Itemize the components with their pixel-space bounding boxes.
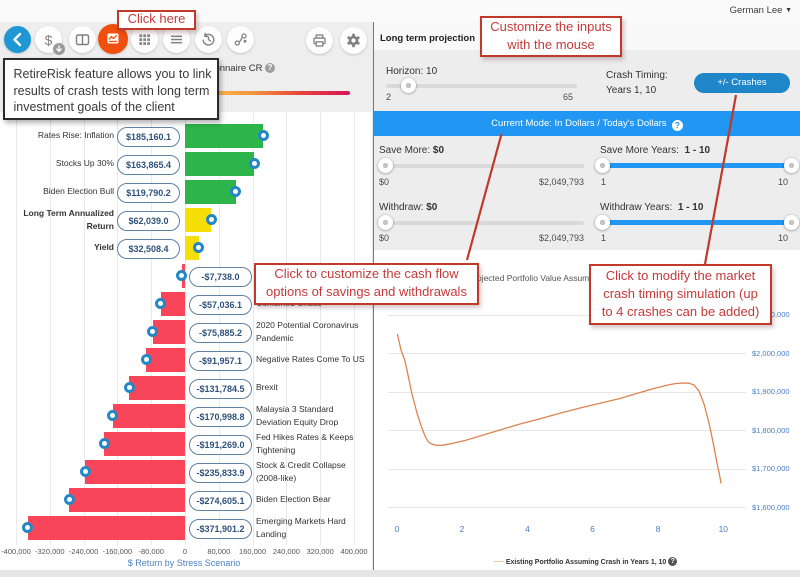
svg-text:$: $ bbox=[44, 33, 52, 48]
